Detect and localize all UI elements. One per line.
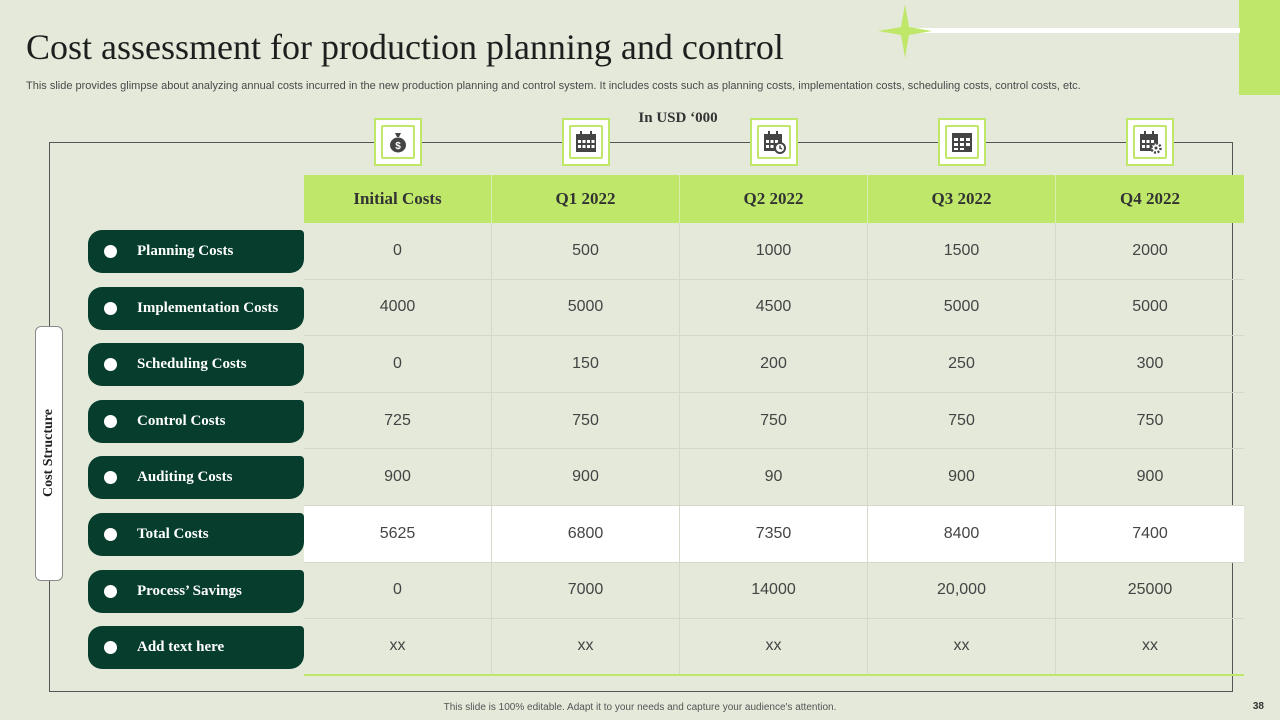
bullet-dot-icon [104,471,117,485]
row-label-text: Process’ Savings [137,582,242,599]
table-cell: xx [304,619,492,674]
calendar-clock-icon [750,118,798,166]
table-cell: 4500 [680,279,868,336]
table-cell: xx [680,619,868,674]
cost-structure-label: Cost Structure [41,408,56,498]
row-label: Total Costs [88,513,304,556]
calendar-icon [562,118,610,166]
table-cell: 14000 [680,562,868,619]
table-cell: 900 [1136,468,1164,486]
table-cell: 750 [1136,411,1164,429]
column-header: Q1 2022 [492,175,680,223]
cost-structure-pill [35,326,63,581]
table-cell: 7400 [1132,524,1168,542]
table-row: 0 500 1000 1500 2000 [304,223,1244,280]
table-cell: 250 [868,336,1056,392]
table-cell: 25000 [1127,581,1173,599]
row-label-text: Add text here [137,639,225,656]
table-cell: 90 [680,449,868,505]
table-row: 0 150 200 250 300 [304,336,1244,393]
table-cell: 300 [1136,354,1164,372]
table-cell: 7000 [492,562,680,619]
table-cell: 900 [492,449,680,505]
row-label-text: Auditing Costs [137,469,233,486]
table-row: 5625 6800 7350 8400 7400 [304,505,1244,563]
table-cell: 6800 [492,505,680,562]
table-cell: 7350 [680,505,868,562]
row-label: Auditing Costs [88,456,304,500]
calendar-grid-icon [938,118,986,166]
bullet-dot-icon [104,528,117,541]
calendar-settings-icon [1126,118,1174,166]
table-row: 4000 5000 4500 5000 5000 [304,279,1244,337]
table-cell: 750 [492,392,680,449]
bullet-dot-icon [104,358,117,372]
footer-note: This slide is 100% editable. Adapt it to… [443,702,837,713]
table-cell: 4000 [304,279,492,336]
bullet-dot-icon [104,301,117,315]
table-cell: 150 [492,336,680,392]
table-cell: 900 [868,449,1056,505]
table-cell: 5625 [304,505,492,562]
unit-label: In USD ‘000 [638,110,718,126]
row-label-text: Implementation Costs [137,299,279,316]
row-label-text: Planning Costs [137,243,234,259]
top-accent-line [905,28,1240,33]
table-cell: 1500 [868,223,1056,279]
svg-text:$: $ [395,141,401,152]
table-cell: 0 [304,223,492,279]
cost-table: Initial Costs Q1 2022 Q2 2022 Q3 2022 Q4… [304,175,1244,676]
table-cell: xx [868,619,1056,674]
row-label-text: Scheduling Costs [137,356,247,373]
table-body: 0 500 1000 1500 2000 4000 5000 4500 5000 5000 0 150… [304,223,1244,676]
row-label: Add text here [88,626,304,670]
table-cell: 750 [868,392,1056,449]
row-label: Process’ Savings [88,569,304,613]
table-cell: 1000 [680,223,868,279]
row-label-text: Control Costs [137,412,226,429]
corner-accent-block [1239,0,1280,95]
table-cell: 5000 [1132,298,1168,316]
page-subtitle: This slide provides glimpse about analyz… [26,80,1081,92]
column-header: Q4 2022 [1120,189,1180,208]
table-cell: 900 [304,449,492,505]
table-cell: 0 [304,562,492,619]
row-label: Planning Costs [88,230,304,273]
table-cell: 500 [492,223,680,279]
table-cell: xx [1142,637,1158,655]
table-cell: 200 [680,336,868,392]
column-header: Initial Costs [304,175,492,223]
table-cell: 8400 [868,505,1056,562]
row-label: Implementation Costs [88,286,304,330]
table-cell: 725 [304,392,492,449]
page-number: 38 [1252,701,1264,712]
table-cell: 20,000 [868,562,1056,619]
table-cell: xx [492,619,680,674]
row-label: Control Costs [88,399,304,443]
money-bag-icon: $ [374,118,422,166]
bullet-dot-icon [104,584,117,598]
bullet-dot-icon [104,245,117,258]
table-cell: 0 [304,336,492,392]
table-row: xx xx xx xx xx [304,619,1244,676]
row-label: Scheduling Costs [88,343,304,387]
table-header-row: Initial Costs Q1 2022 Q2 2022 Q3 2022 Q4… [304,175,1244,223]
page-title: Cost assessment for production planning … [26,27,784,67]
column-header: Q3 2022 [868,175,1056,223]
table-cell: 5000 [868,279,1056,336]
bullet-dot-icon [104,414,117,428]
sparkle-star-icon [878,4,932,58]
table-cell: 5000 [492,279,680,336]
table-row: 725 750 750 750 750 [304,392,1244,450]
table-row: 900 900 90 900 900 [304,449,1244,506]
table-cell: 750 [680,392,868,449]
table-cell: 2000 [1132,241,1168,259]
bullet-dot-icon [104,641,117,655]
table-row: 0 7000 14000 20,000 25000 [304,562,1244,620]
column-header: Q2 2022 [680,175,868,223]
row-label-text: Total Costs [137,526,209,542]
